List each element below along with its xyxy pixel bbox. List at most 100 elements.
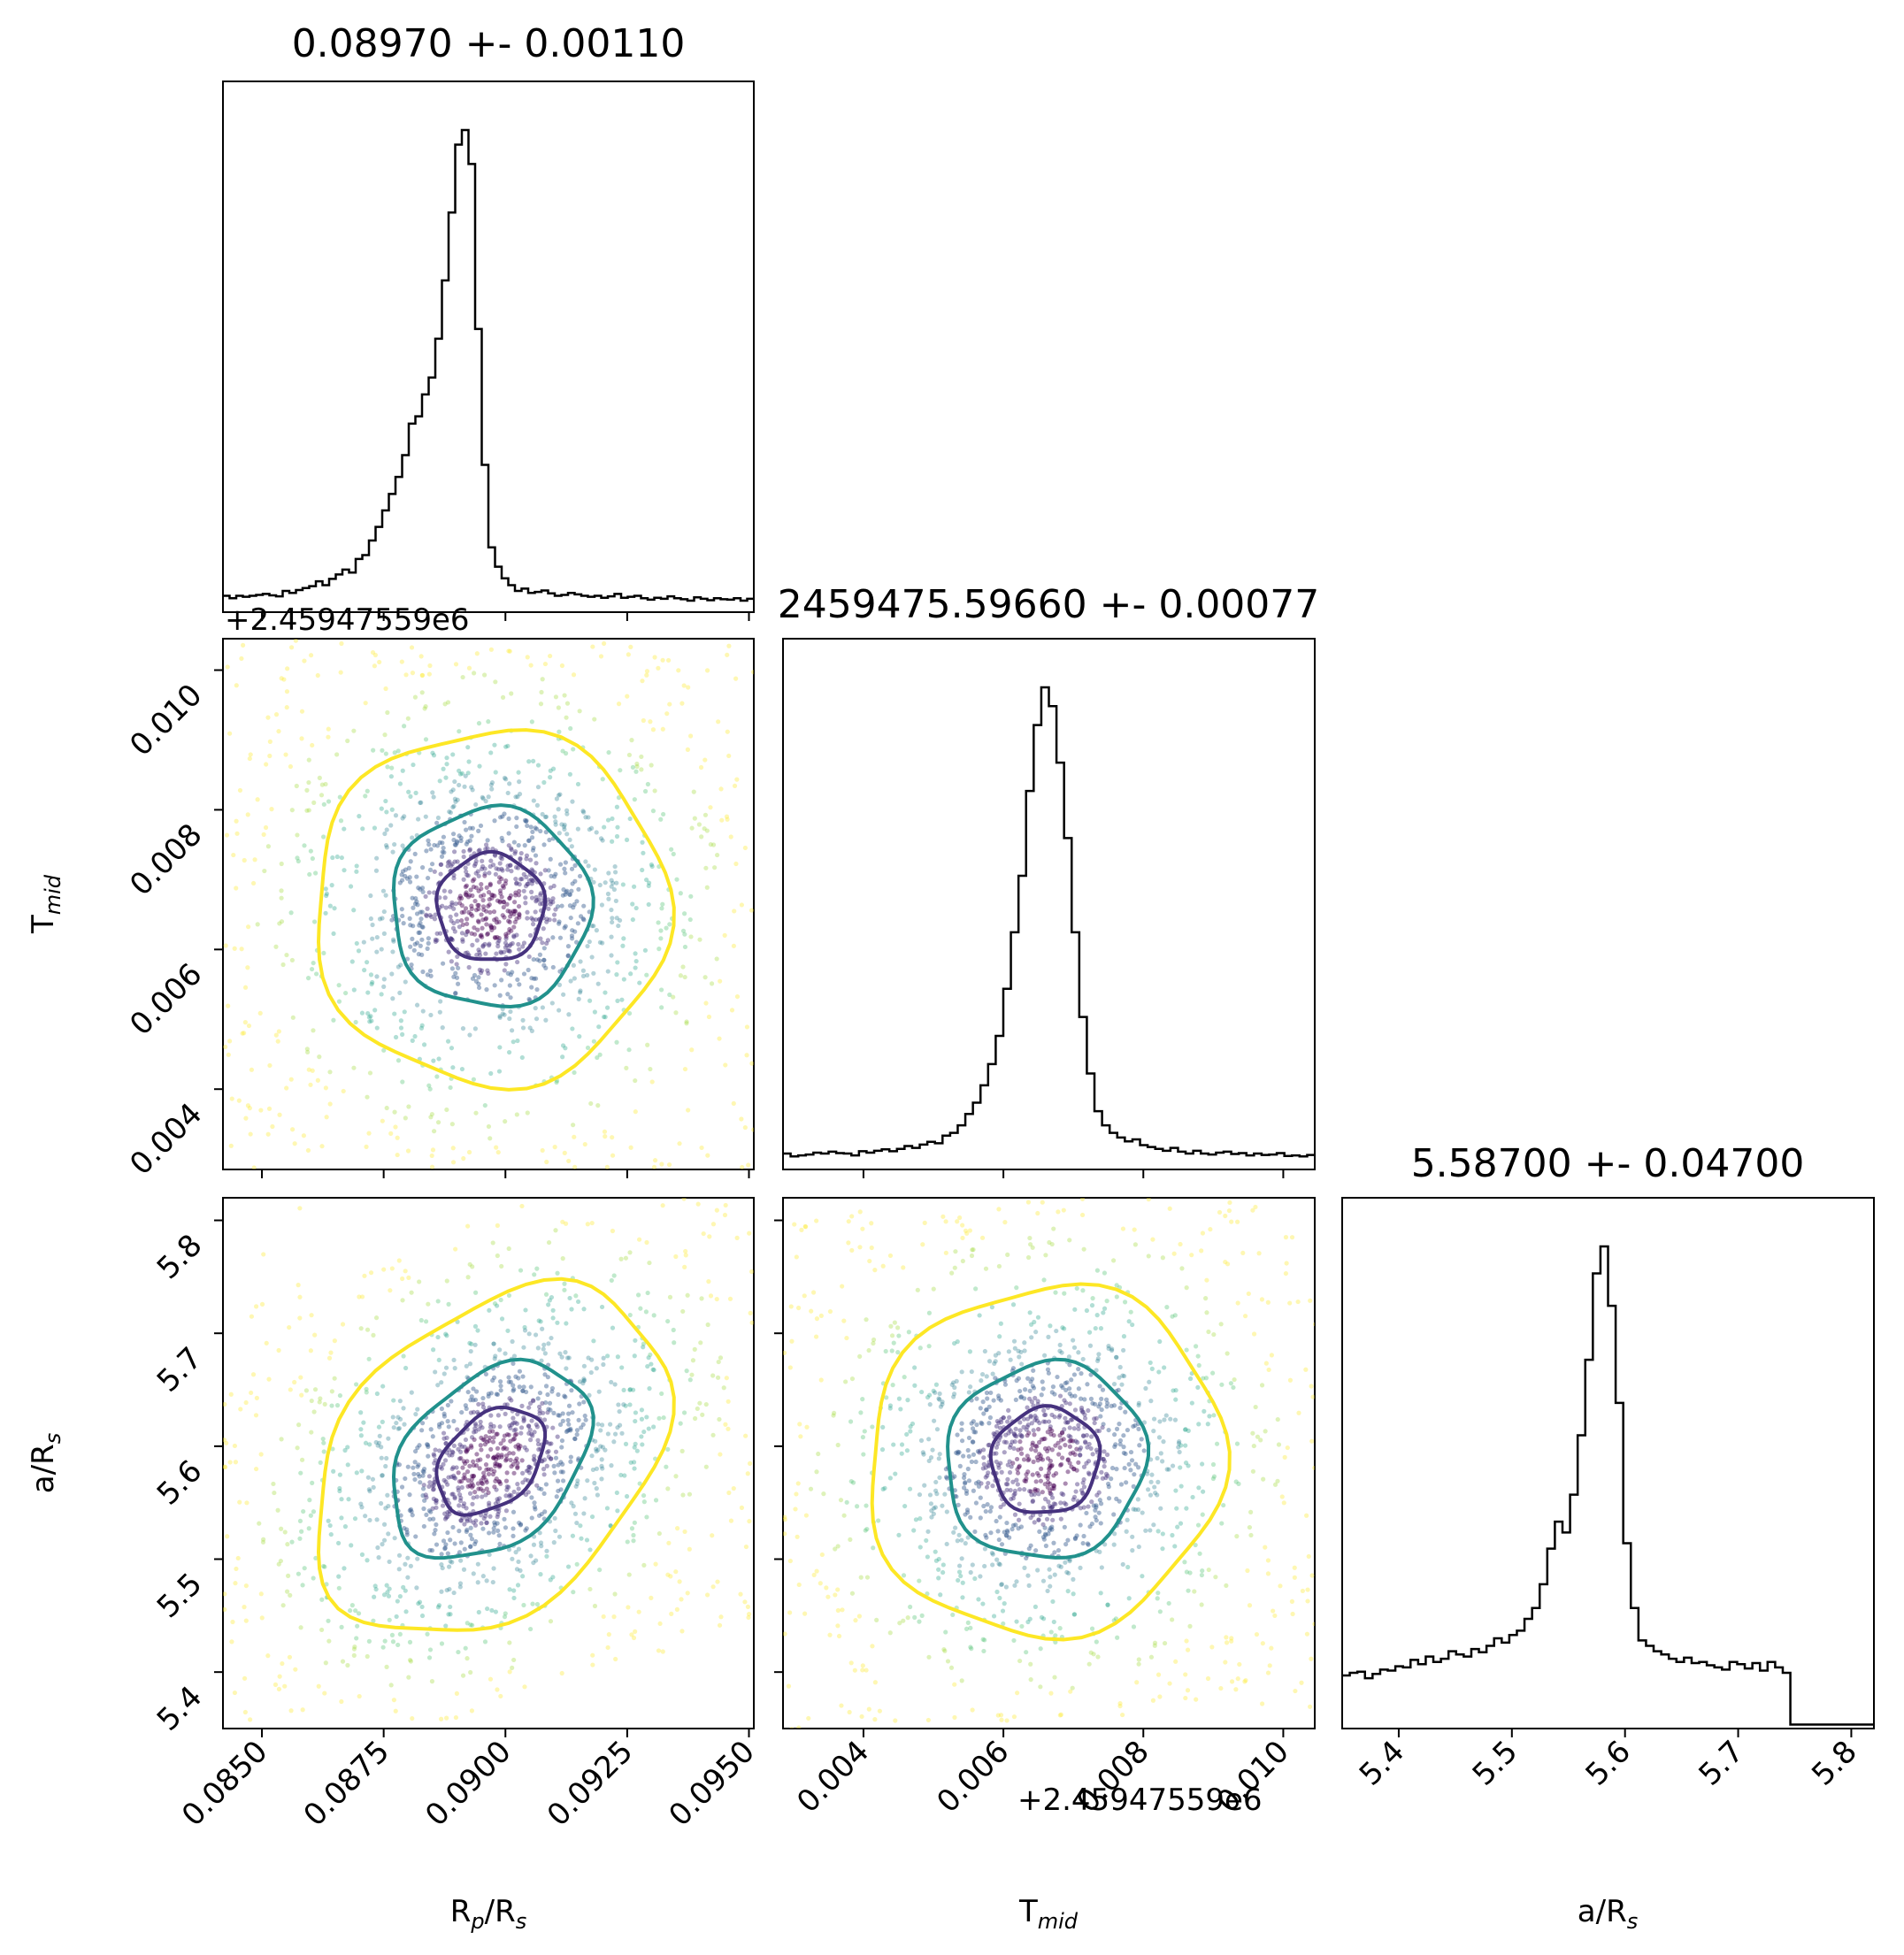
scatter-point: [533, 1332, 539, 1338]
scatter-point: [537, 952, 543, 957]
scatter-point: [416, 1462, 421, 1468]
scatter-point: [523, 1491, 529, 1498]
scatter-point: [1282, 1454, 1287, 1460]
scatter-point: [546, 1454, 551, 1460]
scatter-point: [408, 1506, 414, 1512]
scatter-point: [390, 1639, 396, 1644]
scatter-point: [1045, 1430, 1050, 1435]
scatter-point: [864, 1526, 870, 1532]
scatter-point: [971, 1430, 977, 1435]
scatter-point: [444, 1435, 449, 1440]
scatter-point: [1309, 1438, 1315, 1444]
scatter-point: [547, 1400, 553, 1406]
scatter-point: [464, 1656, 470, 1661]
y-tick-label: 5.5: [150, 1567, 210, 1626]
scatter-point: [702, 975, 708, 980]
scatter-point: [398, 962, 403, 968]
scatter-point: [403, 1365, 409, 1371]
scatter-point: [943, 1467, 948, 1472]
scatter-point: [576, 1417, 581, 1422]
scatter-point: [811, 1572, 817, 1577]
scatter-point: [714, 956, 719, 962]
scatter-point: [553, 907, 558, 912]
scatter-point: [964, 1491, 970, 1497]
scatter-point: [1085, 1382, 1090, 1387]
scatter-point: [563, 892, 568, 897]
scatter-point: [473, 1518, 479, 1523]
scatter-point: [516, 903, 522, 909]
scatter-point: [480, 944, 486, 949]
scatter-point: [1003, 1532, 1009, 1538]
scatter-point: [1063, 1380, 1068, 1386]
scatter-point: [1063, 1387, 1069, 1393]
scatter-point: [1290, 1611, 1295, 1617]
scatter-point: [984, 1407, 989, 1413]
scatter-point: [1007, 1445, 1013, 1450]
scatter-point: [383, 798, 388, 804]
scatter-point: [255, 922, 260, 927]
scatter-point: [488, 1413, 494, 1418]
scatter-point: [507, 908, 512, 915]
scatter-point: [476, 985, 482, 991]
scatter-point: [650, 809, 656, 814]
scatter-point: [234, 818, 239, 824]
scatter-point: [1013, 1397, 1018, 1402]
scatter-point: [453, 1246, 458, 1252]
scatter-point: [440, 1565, 445, 1571]
scatter-point: [440, 1503, 446, 1508]
scatter-point: [396, 1258, 402, 1263]
scatter-point: [795, 1534, 800, 1539]
scatter-point: [1076, 1426, 1081, 1431]
scatter-point: [952, 1340, 957, 1346]
scatter-point: [270, 1123, 275, 1130]
scatter-point: [1037, 1420, 1042, 1426]
scatter-point: [560, 1054, 565, 1060]
scatter-point: [1289, 1235, 1295, 1240]
scatter-point: [546, 868, 551, 873]
scatter-point: [697, 937, 702, 942]
scatter-point: [330, 1446, 335, 1452]
scatter-point: [540, 940, 545, 946]
scatter-point: [1072, 1452, 1078, 1457]
scatter-point: [943, 1629, 948, 1635]
scatter-point: [562, 1281, 567, 1286]
scatter-point: [627, 1387, 633, 1392]
scatter-point: [405, 1575, 411, 1580]
scatter-point: [987, 1414, 993, 1421]
scatter-point: [420, 1473, 426, 1478]
scatter-point: [558, 1487, 564, 1492]
scatter-point: [1078, 1453, 1083, 1458]
scatter-point: [1158, 1506, 1163, 1511]
scatter-point: [487, 941, 492, 947]
scatter-point: [511, 1361, 516, 1367]
scatter-point: [604, 1005, 610, 1010]
scatter-point: [506, 648, 511, 654]
scatter-point: [612, 1382, 618, 1387]
scatter-point: [404, 876, 411, 881]
y-tick-label: 5.7: [150, 1340, 210, 1399]
scatter-point: [1057, 1433, 1063, 1438]
scatter-point: [1024, 1650, 1029, 1655]
title-ars: 5.58700 +- 0.04700: [1411, 1141, 1805, 1186]
scatter-point: [917, 1516, 923, 1522]
scatter-point: [1081, 1433, 1086, 1439]
scatter-point: [1162, 1640, 1168, 1646]
scatter-point: [377, 916, 383, 922]
scatter-point: [311, 1409, 317, 1414]
scatter-point: [465, 745, 471, 750]
scatter-point: [469, 1435, 475, 1440]
scatter-point: [469, 785, 474, 790]
scatter-point: [699, 1296, 704, 1301]
scatter-point: [1201, 1376, 1206, 1381]
scatter-point: [323, 1660, 328, 1666]
scatter-point: [1117, 1499, 1122, 1504]
scatter-point: [1254, 1631, 1260, 1637]
scatter-point: [464, 1447, 470, 1453]
scatter-point: [502, 1433, 508, 1438]
scatter-point: [321, 834, 326, 840]
scatter-point: [450, 925, 457, 931]
scatter-point: [374, 934, 380, 940]
scatter-point: [493, 1463, 498, 1468]
scatter-point: [404, 1532, 410, 1537]
scatter-point: [1007, 1459, 1012, 1464]
